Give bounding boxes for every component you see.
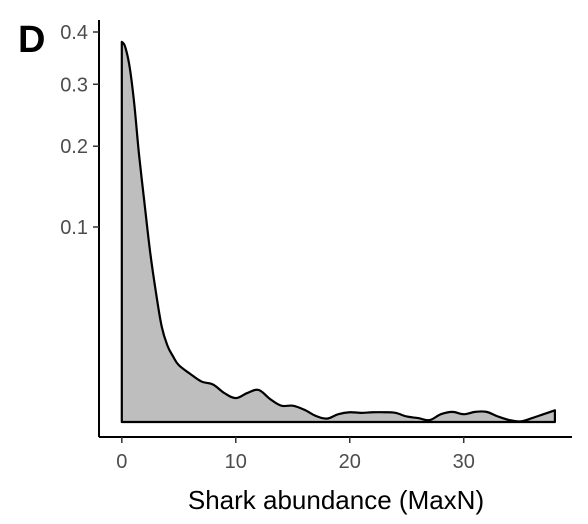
x-tick-label: 30 — [453, 451, 475, 473]
y-axis-ticks: 0.1 0.2 0.3 0.4 — [60, 22, 99, 239]
x-axis-ticks: 0 10 20 30 — [116, 437, 475, 473]
x-axis-title: Shark abundance (MaxN) — [188, 485, 484, 515]
y-tick-label: 0.4 — [60, 22, 88, 44]
density-area — [122, 42, 555, 422]
panel-letter: D — [18, 19, 45, 61]
y-tick-label: 0.3 — [60, 74, 88, 96]
x-tick-label: 10 — [225, 451, 247, 473]
x-tick-label: 0 — [116, 451, 127, 473]
y-tick-label: 0.2 — [60, 136, 88, 158]
y-tick-label: 0.1 — [60, 217, 88, 239]
x-tick-label: 20 — [339, 451, 361, 473]
